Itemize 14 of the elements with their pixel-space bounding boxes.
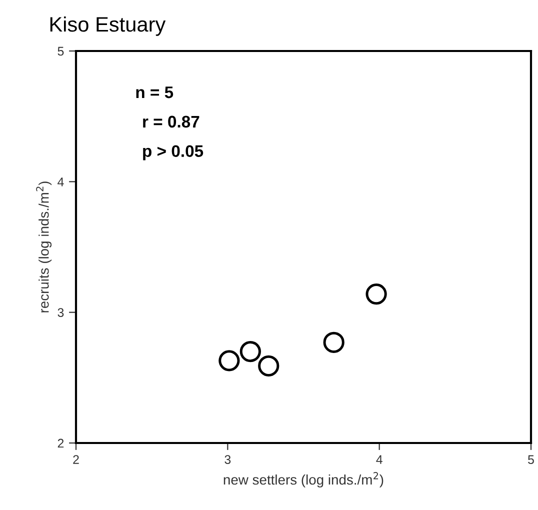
annotation: p > 0.05 xyxy=(143,145,204,160)
y-tick-label: 4 xyxy=(58,178,64,186)
x-axis-title: new settlers (log inds./m$^{2}$) xyxy=(224,472,384,488)
annotation: n = 5 xyxy=(136,86,174,98)
chart-title: Kiso Estuary xyxy=(50,16,166,36)
y-axis-title: recruits (log inds./m$^{2}$) xyxy=(36,182,52,312)
x-tick-label: 3 xyxy=(224,455,231,464)
y-tick-label: 2 xyxy=(58,438,64,448)
x-tick-label: 2 xyxy=(73,455,79,464)
annotation: r = 0.87 xyxy=(143,116,200,128)
y-tick-label: 5 xyxy=(58,46,64,56)
x-tick-label: 4 xyxy=(376,455,382,464)
x-tick-label: 5 xyxy=(528,455,534,464)
y-tick-label: 3 xyxy=(58,308,64,317)
